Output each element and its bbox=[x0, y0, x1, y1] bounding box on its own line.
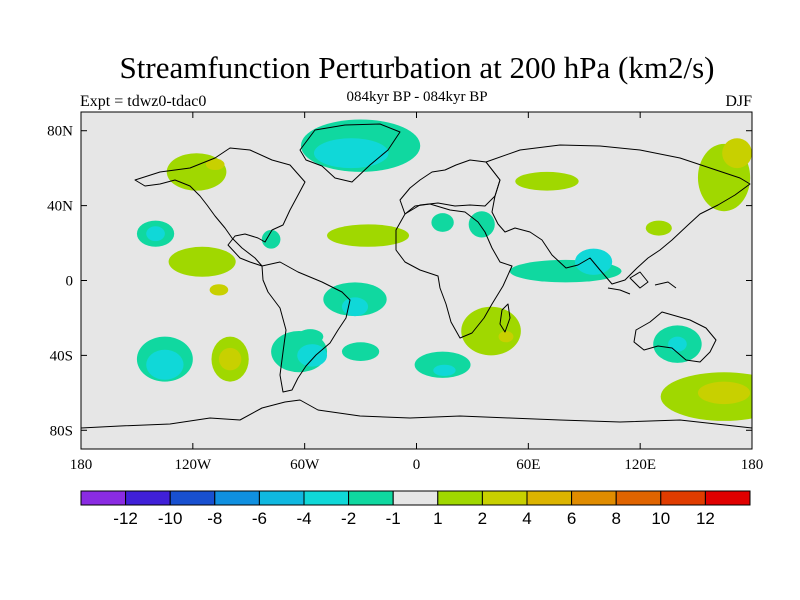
anomaly-region bbox=[297, 344, 328, 367]
season-label: DJF bbox=[725, 93, 752, 110]
anomaly-region bbox=[722, 138, 752, 169]
anomaly-field bbox=[136, 119, 752, 421]
colorbar-swatch bbox=[169, 490, 216, 506]
coastline-australia bbox=[633, 311, 717, 363]
anomaly-region bbox=[205, 158, 225, 171]
colorbar-label: 2 bbox=[478, 509, 487, 528]
coastline-south-america bbox=[261, 261, 351, 393]
x-tick-label: 60W bbox=[290, 457, 320, 473]
chart-title: Streamfunction Perturbation at 200 hPa (… bbox=[119, 50, 715, 85]
anomaly-region bbox=[461, 306, 521, 356]
colorbar-swatch bbox=[704, 490, 751, 506]
anomaly-region bbox=[341, 297, 369, 317]
chart-subtitle: 084kyr BP - 084kyr BP bbox=[346, 89, 488, 105]
coastline-madagascar bbox=[499, 303, 511, 333]
colorbar-label: 6 bbox=[567, 509, 576, 528]
anomaly-region bbox=[209, 284, 229, 296]
anomaly-region bbox=[645, 220, 672, 236]
colorbar-swatch bbox=[615, 490, 662, 506]
anomaly-region bbox=[313, 138, 389, 169]
anomaly-region bbox=[261, 229, 281, 249]
anomaly-region bbox=[168, 246, 236, 277]
anomaly-region bbox=[166, 153, 227, 191]
colorbar-swatch bbox=[80, 490, 127, 506]
x-tick-label: 120E bbox=[624, 457, 656, 473]
anomaly-region bbox=[433, 364, 456, 376]
colorbar-label: 10 bbox=[651, 509, 670, 528]
coastlines bbox=[81, 123, 752, 429]
coastline-africa bbox=[395, 203, 513, 339]
colorbar-swatch bbox=[571, 490, 617, 506]
colorbar-label: 1 bbox=[433, 509, 442, 528]
colorbar-label: -1 bbox=[386, 509, 401, 528]
anomaly-region bbox=[341, 342, 380, 362]
colorbar-swatch bbox=[526, 490, 573, 506]
colorbar-swatch bbox=[214, 490, 260, 506]
colorbar-label: 12 bbox=[696, 509, 715, 528]
colorbar-label: 8 bbox=[611, 509, 620, 528]
anomaly-region bbox=[697, 381, 751, 405]
anomaly-region bbox=[218, 347, 242, 371]
colorbar-swatch bbox=[303, 490, 350, 506]
coastline-north-america bbox=[134, 147, 306, 267]
anomaly-region bbox=[297, 329, 324, 345]
colorbar-label: -10 bbox=[158, 509, 183, 528]
anomaly-region bbox=[146, 349, 184, 380]
colorbar-swatch bbox=[660, 490, 706, 506]
colorbar-swatch bbox=[392, 490, 439, 506]
anomaly-region bbox=[515, 171, 579, 191]
axis-ticks: 180 120W 60W 0 60E 120E 180 80N 40N 0 40S 80S bbox=[47, 112, 763, 473]
colorbar-label: -8 bbox=[207, 509, 222, 528]
colorbar-swatch bbox=[125, 490, 171, 506]
colorbar-label: -6 bbox=[252, 509, 267, 528]
y-tick-label: 0 bbox=[66, 274, 74, 290]
coastline-greenland bbox=[299, 123, 401, 183]
anomaly-region bbox=[327, 224, 410, 247]
coastline-antarctica bbox=[81, 399, 752, 429]
colorbar: -12 -10 -8 -6 -4 -2 -1 1 2 4 6 8 10 12 bbox=[80, 490, 751, 528]
experiment-label: Expt = tdwz0-tdac0 bbox=[80, 93, 207, 110]
anomaly-region bbox=[431, 213, 454, 232]
anomaly-region bbox=[414, 351, 471, 378]
y-tick-label: 40N bbox=[47, 199, 73, 215]
colorbar-label: -12 bbox=[113, 509, 138, 528]
coastline-maritime-continent bbox=[607, 271, 677, 295]
colorbar-label: -2 bbox=[341, 509, 356, 528]
anomaly-region bbox=[468, 211, 495, 238]
colorbar-swatch bbox=[481, 490, 528, 506]
x-tick-label: 120W bbox=[174, 457, 212, 473]
anomaly-region bbox=[668, 336, 687, 352]
x-tick-label: 180 bbox=[70, 457, 93, 473]
x-tick-label: 0 bbox=[413, 457, 421, 473]
colorbar-swatch bbox=[258, 490, 305, 506]
x-tick-label: 180 bbox=[741, 457, 764, 473]
colorbar-label: -4 bbox=[296, 509, 311, 528]
y-tick-label: 80S bbox=[50, 423, 73, 439]
coastline-asia bbox=[485, 144, 751, 285]
y-tick-label: 80N bbox=[47, 124, 73, 140]
anomaly-region bbox=[146, 226, 165, 242]
anomaly-region bbox=[498, 331, 514, 343]
colorbar-swatch bbox=[348, 490, 394, 506]
y-tick-label: 40S bbox=[50, 348, 73, 364]
x-tick-label: 60E bbox=[516, 457, 540, 473]
colorbar-label: 4 bbox=[522, 509, 531, 528]
colorbar-swatch bbox=[437, 490, 483, 506]
